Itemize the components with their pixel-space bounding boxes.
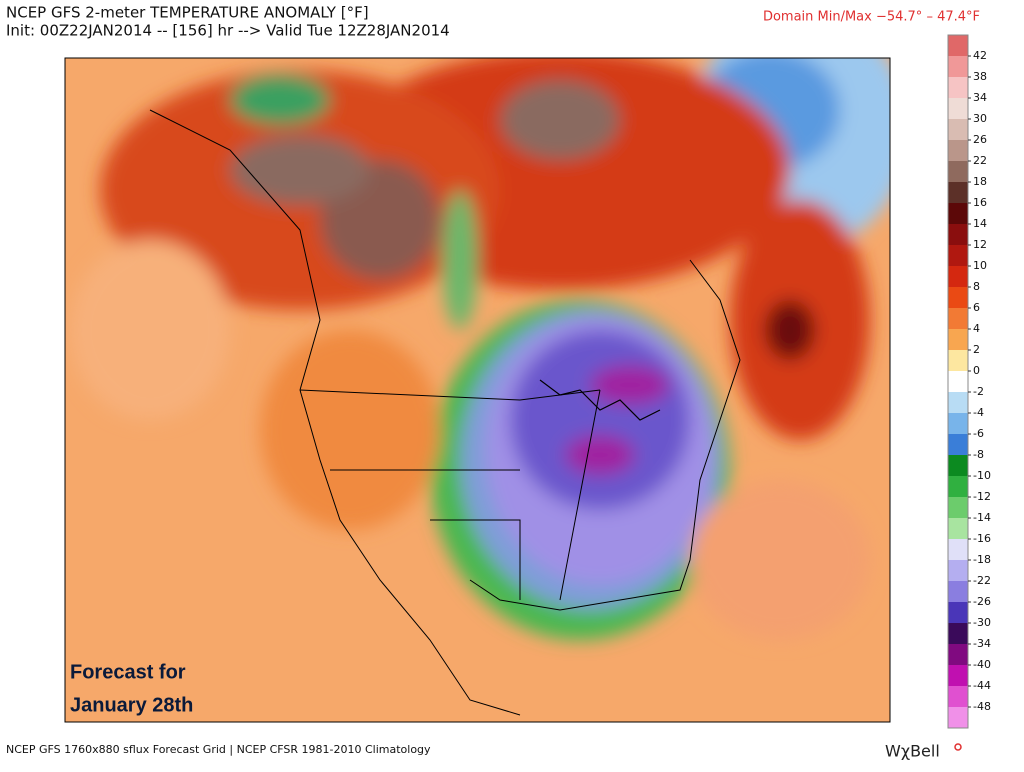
colorbar-cell [948, 434, 968, 455]
colorbar-cell [948, 665, 968, 686]
colorbar-label: 6 [973, 301, 980, 314]
colorbar-label: 18 [973, 175, 987, 188]
colorbar-frame [947, 34, 969, 729]
colorbar-label: -44 [973, 679, 991, 692]
colorbar-label: -10 [973, 469, 991, 482]
colorbar-cell [948, 476, 968, 497]
domain-minmax: Domain Min/Max −54.7° – 47.4°F [763, 10, 980, 25]
colorbar-cell [948, 77, 968, 98]
colorbar-cell [948, 371, 968, 392]
colorbar-label: 38 [973, 70, 987, 83]
colorbar-label: 34 [973, 91, 987, 104]
map: Forecast for January 28th [65, 58, 890, 722]
colorbar-cell [948, 266, 968, 287]
colorbar-cell [948, 224, 968, 245]
colorbar-cell [948, 56, 968, 77]
colorbar-label: 4 [973, 322, 980, 335]
colorbar-label: -40 [973, 658, 991, 671]
annotation: Forecast for [70, 661, 186, 683]
colorbar-cell [948, 35, 968, 56]
colorbar-cell [948, 413, 968, 434]
colorbar-label: 22 [973, 154, 987, 167]
colorbar-cell [948, 140, 968, 161]
colorbar-cell [948, 119, 968, 140]
coastlines [149, 109, 741, 716]
colorbar-label: 8 [973, 280, 980, 293]
colorbar-label: 12 [973, 238, 987, 251]
colorbar-cell [948, 308, 968, 329]
init-line: Init: 00Z22JAN2014 -- [156] hr --> Valid… [6, 22, 450, 40]
colorbar-cell [948, 182, 968, 203]
colorbar-label: -30 [973, 616, 991, 629]
colorbar-cell [948, 203, 968, 224]
colorbar-label: 26 [973, 133, 987, 146]
colorbar-label: -48 [973, 700, 991, 713]
colorbar-label: 30 [973, 112, 987, 125]
colorbar-cell [948, 539, 968, 560]
colorbar-cell [948, 602, 968, 623]
colorbar-label: -18 [973, 553, 991, 566]
colorbar-label: -26 [973, 595, 991, 608]
colorbar-label: -6 [973, 427, 984, 440]
colorbar-label: 2 [973, 343, 980, 356]
annotation: January 28th [70, 694, 193, 716]
colorbar-cell [948, 560, 968, 581]
brand-mark [954, 743, 962, 751]
colorbar-label: -2 [973, 385, 984, 398]
colorbar-cell [948, 497, 968, 518]
colorbar-cell [948, 518, 968, 539]
colorbar-cell [948, 455, 968, 476]
colorbar-label: 0 [973, 364, 980, 377]
colorbar-cell [948, 686, 968, 707]
colorbar-label: -14 [973, 511, 991, 524]
colorbar-cell [948, 581, 968, 602]
colorbar-label: -4 [973, 406, 984, 419]
colorbar-cell [948, 161, 968, 182]
colorbar-label: 14 [973, 217, 987, 230]
colorbar-label: -34 [973, 637, 991, 650]
title: NCEP GFS 2-meter TEMPERATURE ANOMALY [°F… [6, 4, 369, 22]
map-frame [64, 57, 891, 723]
colorbar-label: 16 [973, 196, 987, 209]
colorbar-cell [948, 245, 968, 266]
colorbar-label: -12 [973, 490, 991, 503]
colorbar-cell [948, 392, 968, 413]
colorbar-cell [948, 644, 968, 665]
footer-source: NCEP GFS 1760x880 sflux Forecast Grid | … [6, 743, 431, 756]
colorbar-label: -8 [973, 448, 984, 461]
colorbar-label: 42 [973, 49, 987, 62]
colorbar-label: -16 [973, 532, 991, 545]
colorbar-cell [948, 350, 968, 371]
colorbar-label: -22 [973, 574, 991, 587]
colorbar: 423834302622181614121086420-2-4-6-8-10-1… [947, 34, 991, 729]
brand: WχBell [885, 742, 940, 761]
colorbar-cell [948, 98, 968, 119]
colorbar-cell [948, 707, 968, 728]
colorbar-cell [948, 329, 968, 350]
anomaly-field [70, 58, 890, 640]
colorbar-label: 10 [973, 259, 987, 272]
colorbar-cell [948, 623, 968, 644]
colorbar-cell [948, 287, 968, 308]
